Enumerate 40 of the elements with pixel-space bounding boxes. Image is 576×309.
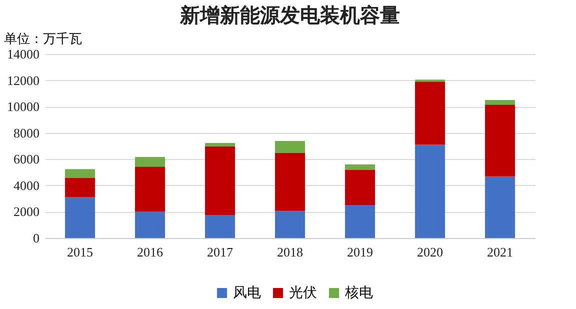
y-tick-label: 0 — [33, 230, 40, 246]
y-tick-label: 12000 — [7, 72, 40, 88]
bar — [135, 212, 165, 238]
legend-label: 风电 — [233, 285, 261, 301]
bar — [205, 142, 235, 146]
bar — [345, 164, 375, 170]
y-tick-label: 2000 — [14, 204, 40, 220]
y-axis-title: 单位：万千瓦 — [4, 31, 82, 48]
bar — [485, 176, 515, 238]
bar — [485, 104, 515, 176]
x-tick-label: 2018 — [277, 244, 303, 260]
x-tick-label: 2015 — [67, 244, 93, 260]
x-tick-label: 2021 — [487, 244, 513, 260]
y-tick-label: 14000 — [7, 46, 40, 62]
bar — [275, 210, 305, 238]
bar — [65, 169, 95, 178]
bar — [65, 197, 95, 238]
bar — [345, 205, 375, 238]
bar — [345, 170, 375, 206]
x-tick-label: 2019 — [347, 244, 373, 260]
bar — [415, 144, 445, 238]
x-tick-label: 2020 — [417, 244, 443, 260]
bar — [415, 82, 445, 145]
legend-label: 核电 — [344, 285, 373, 301]
bar — [135, 166, 165, 212]
y-tick-label: 4000 — [14, 178, 40, 193]
bar — [65, 178, 95, 198]
y-tick-label: 6000 — [14, 152, 40, 167]
legend-label: 光伏 — [289, 285, 317, 301]
bar — [275, 152, 305, 211]
y-tick-label: 10000 — [7, 99, 40, 114]
chart-title: 新增新能源发电装机容量 — [179, 3, 400, 27]
x-tick-label: 2017 — [207, 244, 234, 260]
y-tick-label: 8000 — [14, 125, 40, 140]
x-tick-label: 2016 — [137, 244, 164, 260]
bar — [485, 100, 515, 105]
bar — [205, 146, 235, 216]
bar — [275, 141, 305, 153]
bar — [135, 157, 165, 167]
bar — [205, 215, 235, 238]
